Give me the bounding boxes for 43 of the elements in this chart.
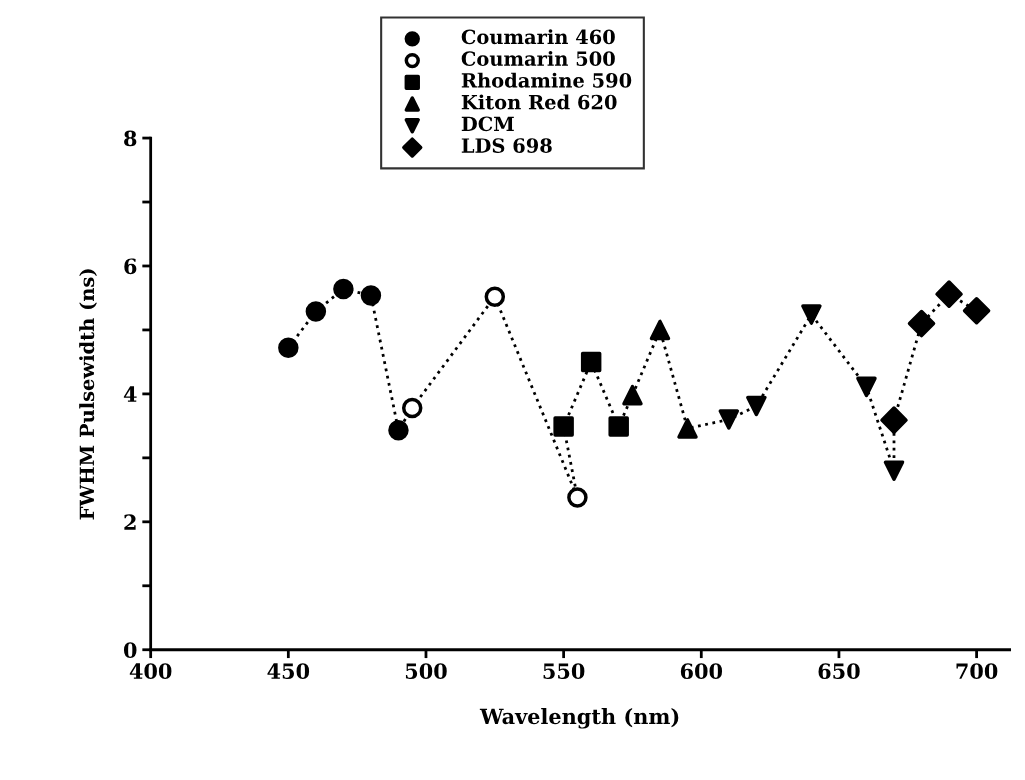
point: [305, 301, 327, 322]
point: [580, 351, 602, 373]
point: [333, 278, 354, 300]
legend-label: Rhodamine 590: [461, 72, 632, 88]
y-tick-label: 4: [123, 386, 137, 402]
x-tick-label: 400: [129, 663, 172, 680]
x-tick-label: 550: [543, 663, 585, 680]
point: [856, 376, 877, 398]
point: [880, 406, 908, 434]
point: [484, 286, 506, 307]
x-tick-label: 650: [818, 663, 860, 680]
x-tick-label: 700: [956, 663, 998, 680]
point: [718, 409, 740, 430]
y-axis-title: FWHM Pulsewidth (ns): [79, 269, 97, 520]
x-tick-label: 500: [405, 663, 447, 680]
x-tick-label: 450: [267, 663, 310, 680]
x-axis-title: Wavelength (nm): [479, 708, 679, 729]
point: [649, 319, 671, 341]
point: [553, 416, 574, 437]
point: [622, 384, 643, 406]
legend-label: Kiton Red 620: [461, 94, 617, 110]
point: [962, 296, 991, 325]
point: [677, 418, 698, 439]
point: [388, 420, 409, 441]
legend-label: DCM: [461, 116, 514, 132]
legend-label: LDS 698: [461, 138, 552, 153]
point: [278, 337, 299, 359]
point: [883, 460, 905, 481]
point: [401, 397, 423, 419]
point: [608, 416, 629, 437]
point: [746, 395, 767, 417]
y-tick-label: 2: [124, 514, 136, 530]
legend-label: Coumarin 460: [461, 29, 615, 45]
y-tick-label: 0: [123, 642, 137, 658]
y-tick-label: 8: [124, 130, 137, 147]
point: [801, 304, 822, 325]
point: [360, 285, 382, 306]
point: [567, 487, 588, 508]
point: [907, 309, 936, 338]
legend-label: Coumarin 500: [461, 50, 615, 66]
point: [935, 280, 963, 308]
x-tick-label: 600: [680, 663, 723, 680]
y-tick-label: 6: [124, 258, 137, 275]
